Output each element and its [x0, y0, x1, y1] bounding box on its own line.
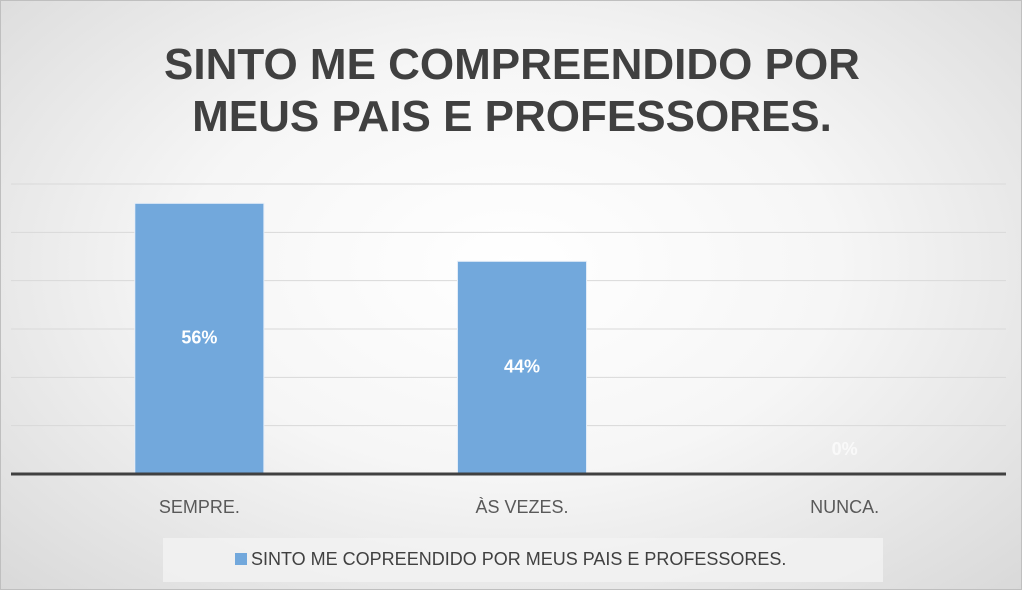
data-label: 56%: [181, 327, 217, 347]
x-tick-label: NUNCA.: [810, 497, 879, 517]
bar: [134, 202, 265, 475]
x-tick-label: ÀS VEZES.: [475, 497, 568, 517]
legend-swatch: [235, 553, 247, 565]
data-label: 44%: [504, 356, 540, 376]
data-label: 0%: [832, 439, 858, 459]
legend-box: [163, 538, 883, 582]
legend-label: SINTO ME COPREENDIDO POR MEUS PAIS E PRO…: [251, 549, 786, 569]
chart-title: SINTO ME COMPREENDIDO POR MEUS PAIS E PR…: [164, 40, 860, 141]
x-tick-label: SEMPRE.: [159, 497, 240, 517]
